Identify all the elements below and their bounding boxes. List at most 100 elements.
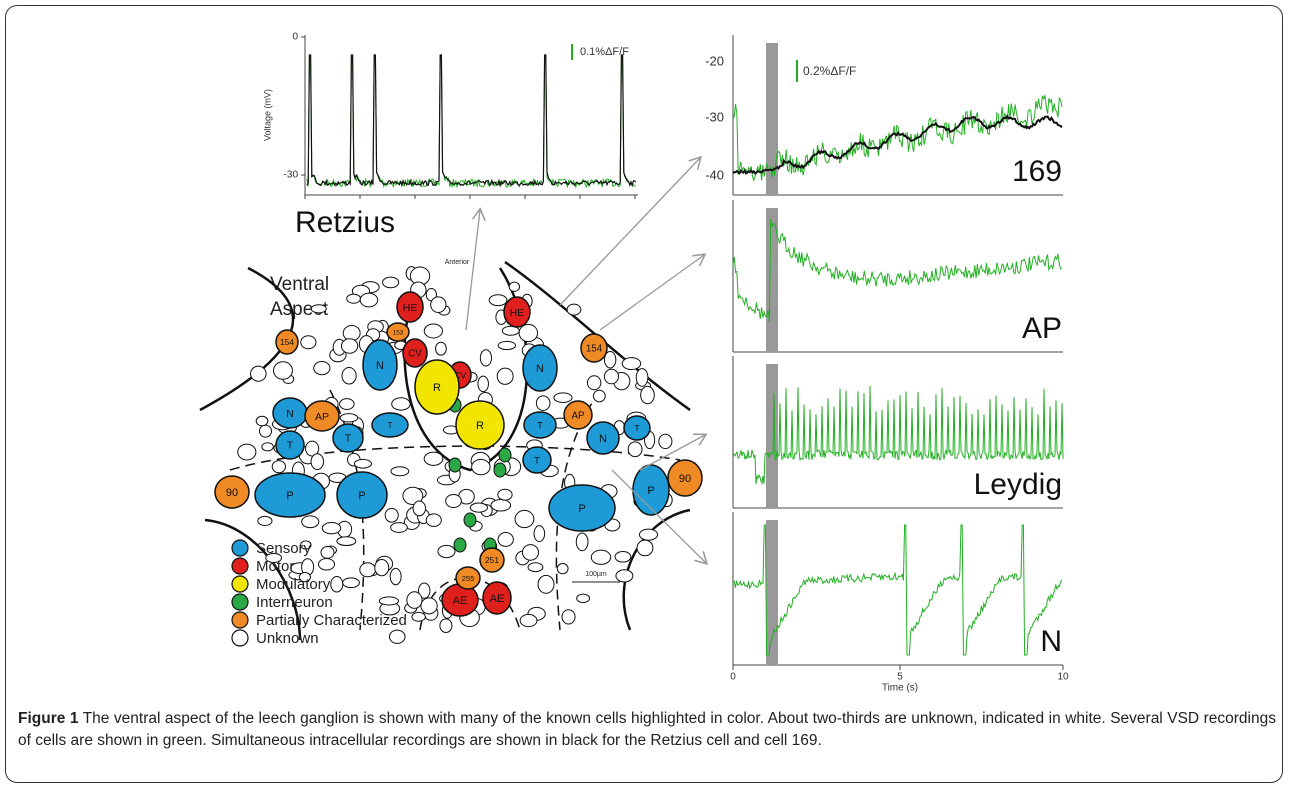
unknown-cell [413,501,425,516]
unknown-cell [446,494,462,507]
unknown-cell [522,545,538,561]
cell-label: P [647,485,654,497]
caption-text: The ventral aspect of the leech ganglion… [18,710,1276,749]
unknown-cell [407,592,422,609]
cell-label: T [345,434,351,445]
unknown-cell [593,390,605,402]
unknown-cell [498,489,512,500]
legend-swatch [232,540,248,556]
unknown-cell [489,295,507,306]
unknown-cell [318,559,334,570]
unknown-cell [536,396,550,411]
interneuron-cell [494,463,506,477]
cell-label: AE [490,593,505,605]
unknown-cell [421,598,437,614]
cell-label: 90 [679,473,691,485]
unknown-cell [604,369,618,384]
cell-label: HE [403,302,418,314]
arrow [560,158,700,305]
unknown-cell [258,516,272,525]
stimulus-bar [766,364,778,508]
unknown-cell [311,305,326,313]
stimulus-bar [766,43,778,195]
unknown-cell [534,526,545,542]
caption: Figure 1 The ventral aspect of the leech… [18,708,1276,752]
unknown-cell [340,414,358,422]
unknown-cell [251,366,267,381]
x-tick-label: 10 [1057,672,1069,683]
page: 0-30Voltage (mV)0.1%ΔF/FRetzius0510Time … [0,0,1292,793]
caption-label: Figure 1 [18,710,78,727]
arrow [466,210,480,330]
unknown-cell [498,533,513,547]
unknown-cell [337,537,356,546]
interneuron-cell [464,513,476,527]
cell-label: P [358,490,365,502]
unknown-cell [360,293,377,307]
unknown-cell [259,425,271,437]
unknown-cell [528,563,543,572]
unknown-cell [274,362,293,380]
unknown-cell [616,570,633,582]
unknown-cell [341,339,357,353]
unknown-cell [389,630,405,643]
cell-label: R [433,382,441,394]
unknown-cell [343,578,360,588]
cell-label: 153 [393,330,404,337]
unknown-cell [301,336,316,349]
panel-title: Retzius [295,206,395,239]
legend-label: Sensory [256,540,312,557]
cell-label: AP [571,411,585,422]
unknown-cell [520,614,537,626]
cell-label: T [534,455,540,465]
unknown-cell [497,368,513,384]
unknown-cell [343,326,360,341]
unknown-cell [347,294,361,303]
unknown-cell [340,399,355,410]
unknown-cell [639,529,657,540]
unknown-cell [438,545,455,557]
unknown-cell [470,503,487,512]
cell-label: 255 [462,574,475,583]
legend-swatch [232,576,248,592]
x-tick-label: 0 [730,672,736,683]
legend-label: Interneuron [256,594,333,611]
outline [624,510,690,630]
unknown-cell [431,297,446,313]
unknown-cell [472,459,490,474]
trace [733,525,1062,655]
unknown-cell [622,358,640,370]
unknown-cell [637,540,653,556]
unknown-cell [478,376,489,392]
unknown-cell [424,452,443,465]
x-tick-label: 5 [897,672,903,683]
trace [307,55,636,186]
cell-label: T [537,420,543,430]
unknown-cell [302,516,319,528]
unknown-cell [412,612,425,621]
panel-label: AP [1022,312,1062,345]
cell-label: T [387,420,392,430]
unknown-cell [238,444,256,460]
scale-bar-label: 0.2%ΔF/F [803,64,856,78]
y-tick-label: -40 [705,167,724,182]
unknown-cell [262,443,274,451]
cell-label: 251 [485,555,499,565]
unknown-cell [587,376,600,390]
unknown-cell [498,341,515,349]
y-tick-label: -30 [284,170,299,181]
y-tick-label: 0 [292,32,298,43]
unknown-cell [354,459,371,468]
interneuron-cell [449,458,461,472]
y-tick-label: -30 [705,109,724,124]
scale-label: 100µm [585,571,607,578]
unknown-cell [641,386,655,403]
unknown-cell [314,361,330,374]
unknown-cell [311,454,324,470]
unknown-cell [391,467,409,476]
unknown-cell [360,563,376,577]
unknown-cell [480,350,491,366]
unknown-cell [554,393,572,403]
unknown-cell [491,499,511,511]
unknown-cell [636,369,648,387]
